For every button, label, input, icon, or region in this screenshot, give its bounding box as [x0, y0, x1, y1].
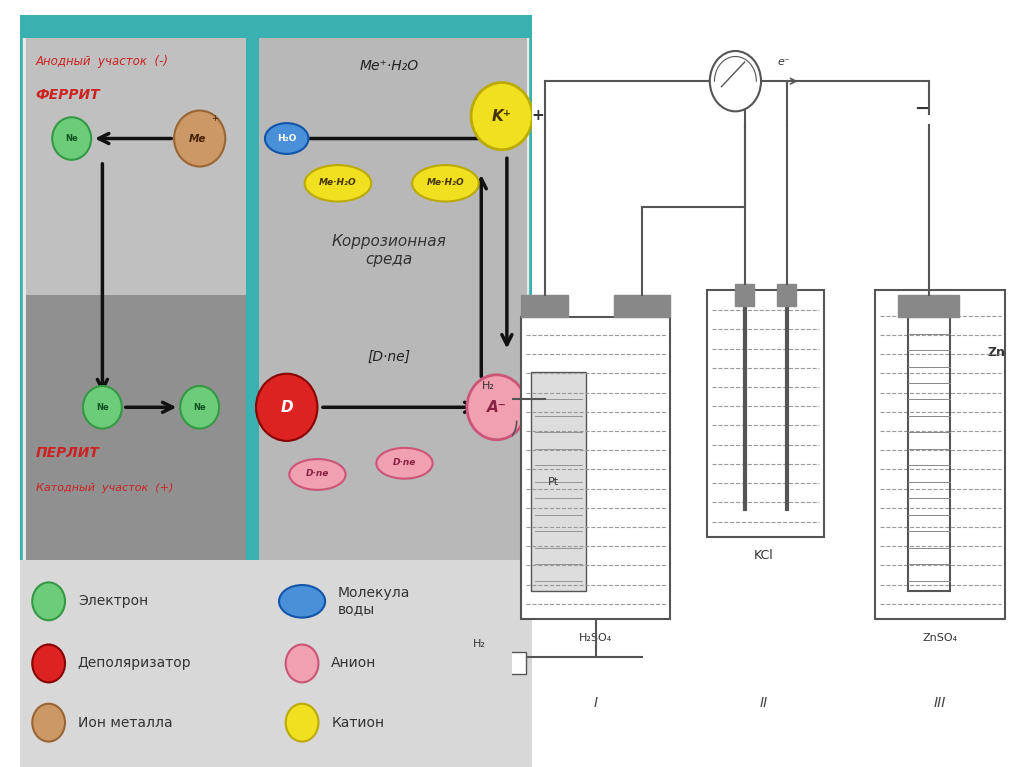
Text: Ион металла: Ион металла: [78, 716, 172, 729]
FancyBboxPatch shape: [251, 38, 527, 570]
Text: Деполяризатор: Деполяризатор: [78, 657, 191, 670]
Text: ПЕРЛИТ: ПЕРЛИТ: [36, 446, 99, 460]
Text: Катион: Катион: [332, 716, 384, 729]
FancyBboxPatch shape: [708, 290, 824, 537]
Text: Молекула
воды: Молекула воды: [338, 586, 411, 617]
FancyBboxPatch shape: [20, 15, 532, 575]
Text: +: +: [212, 114, 218, 123]
Text: e⁻: e⁻: [778, 57, 791, 67]
Text: II: II: [759, 696, 767, 709]
Ellipse shape: [305, 165, 372, 202]
FancyBboxPatch shape: [494, 652, 526, 673]
Text: Анион: Анион: [332, 657, 377, 670]
Text: −: −: [914, 100, 929, 118]
FancyBboxPatch shape: [876, 290, 1006, 619]
FancyBboxPatch shape: [26, 38, 251, 295]
Text: Ме⁺·H₂O: Ме⁺·H₂O: [359, 59, 419, 73]
FancyBboxPatch shape: [521, 317, 671, 619]
Text: K⁺: K⁺: [492, 109, 512, 123]
Text: Pt: Pt: [548, 477, 559, 487]
Text: KCl: KCl: [754, 548, 773, 561]
Text: ФЕРРИТ: ФЕРРИТ: [36, 88, 100, 102]
FancyBboxPatch shape: [20, 15, 532, 38]
Text: D·ne: D·ne: [393, 458, 416, 466]
Text: Ме·H₂O: Ме·H₂O: [427, 178, 464, 186]
FancyBboxPatch shape: [26, 295, 251, 570]
Circle shape: [710, 51, 761, 111]
Text: H₂O: H₂O: [278, 134, 296, 143]
Text: A⁻: A⁻: [486, 400, 507, 415]
Ellipse shape: [289, 459, 346, 490]
Circle shape: [286, 703, 318, 742]
Circle shape: [286, 644, 318, 683]
Ellipse shape: [376, 448, 433, 479]
Text: [D·ne]: [D·ne]: [368, 350, 411, 364]
Text: Ме·H₂O: Ме·H₂O: [319, 178, 356, 186]
Text: Электрон: Электрон: [78, 594, 148, 608]
Text: Zn: Zn: [987, 346, 1006, 358]
Circle shape: [256, 374, 317, 441]
Circle shape: [180, 386, 219, 429]
Ellipse shape: [265, 123, 308, 154]
Text: H₂: H₂: [473, 639, 485, 649]
Text: ZnSO₄: ZnSO₄: [923, 633, 957, 643]
Text: III: III: [934, 696, 946, 709]
FancyBboxPatch shape: [20, 560, 532, 767]
Text: Ne: Ne: [96, 403, 109, 412]
FancyBboxPatch shape: [246, 38, 259, 570]
Text: Анодный  участок  (-): Анодный участок (-): [36, 54, 169, 67]
Text: Катодный  участок  (+): Катодный участок (+): [36, 483, 173, 493]
Circle shape: [83, 386, 122, 429]
Text: +: +: [531, 107, 544, 123]
Text: D: D: [281, 400, 293, 415]
Circle shape: [33, 644, 66, 683]
Text: Коррозионная
среда: Коррозионная среда: [332, 234, 446, 267]
FancyBboxPatch shape: [530, 372, 587, 591]
Ellipse shape: [413, 165, 479, 202]
Text: H₂SO₄: H₂SO₄: [580, 633, 612, 643]
Circle shape: [33, 582, 66, 621]
Text: I: I: [594, 696, 598, 709]
Text: H₂: H₂: [482, 381, 496, 391]
Circle shape: [471, 83, 532, 150]
Text: Ne: Ne: [194, 403, 206, 412]
Circle shape: [52, 117, 91, 160]
Text: Ме: Ме: [188, 133, 206, 143]
Ellipse shape: [279, 585, 326, 617]
Text: Ne: Ne: [66, 134, 78, 143]
Circle shape: [33, 703, 66, 742]
Text: D·ne: D·ne: [306, 469, 329, 478]
Circle shape: [467, 375, 526, 439]
Circle shape: [174, 110, 225, 166]
